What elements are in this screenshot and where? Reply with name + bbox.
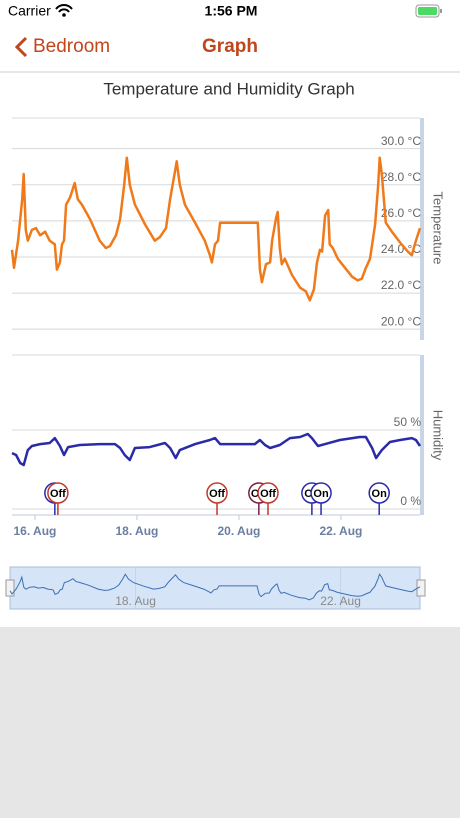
y-axis-title: Temperature bbox=[431, 192, 446, 265]
y-tick-label: 26.0 °C bbox=[381, 206, 421, 220]
flag bbox=[257, 482, 279, 504]
navigator[interactable] bbox=[9, 566, 421, 610]
y-tick-label: 22.0 °C bbox=[381, 278, 421, 292]
axis-bar bbox=[420, 355, 424, 515]
wifi-icon bbox=[55, 4, 73, 13]
x-tick-label: 20. Aug bbox=[217, 524, 260, 538]
y-tick-label: 0 % bbox=[400, 494, 421, 508]
back-chevron[interactable] bbox=[14, 36, 28, 58]
data-line bbox=[11, 432, 422, 467]
flag-label: Off bbox=[209, 488, 225, 500]
flag-label: On bbox=[372, 488, 388, 500]
battery-tip bbox=[440, 9, 442, 13]
x-tick-label: 18. Aug bbox=[115, 524, 158, 538]
flag bbox=[310, 482, 332, 504]
axis-bar bbox=[420, 118, 424, 340]
x-tick-label: 22. Aug bbox=[319, 524, 362, 538]
y-axis-title: Humidity bbox=[431, 410, 446, 461]
nav-title: Graph bbox=[202, 36, 258, 57]
back-label[interactable]: Bedroom bbox=[33, 36, 110, 57]
nav-line bbox=[9, 573, 421, 601]
flag bbox=[368, 482, 390, 504]
chart-title: Temperature and Humidity Graph bbox=[103, 79, 354, 98]
flag-label: On bbox=[313, 488, 329, 500]
nav-tick-label: 22. Aug bbox=[320, 594, 361, 608]
flag bbox=[47, 482, 69, 504]
flag bbox=[206, 482, 228, 504]
battery-level bbox=[418, 7, 437, 15]
nav-tick-label: 18. Aug bbox=[115, 594, 156, 608]
flag-label: Off bbox=[50, 488, 66, 500]
data-line bbox=[10, 156, 422, 302]
content-bg bbox=[0, 0, 460, 627]
y-tick-label: 50 % bbox=[394, 415, 422, 429]
y-tick-label: 28.0 °C bbox=[381, 170, 421, 184]
carrier: Carrier bbox=[8, 3, 51, 19]
back-button[interactable]: Bedroom bbox=[14, 36, 110, 58]
clock: 1:56 PM bbox=[205, 3, 258, 19]
flag-label: Off bbox=[260, 488, 276, 500]
y-tick-label: 20.0 °C bbox=[381, 314, 421, 328]
nav-handle-left[interactable] bbox=[5, 579, 15, 597]
battery-frame bbox=[415, 4, 440, 18]
y-tick-label: 24.0 °C bbox=[381, 242, 421, 256]
x-tick-label: 16. Aug bbox=[13, 524, 56, 538]
wifi-dot bbox=[62, 13, 66, 17]
y-tick-label: 30.0 °C bbox=[381, 134, 421, 148]
